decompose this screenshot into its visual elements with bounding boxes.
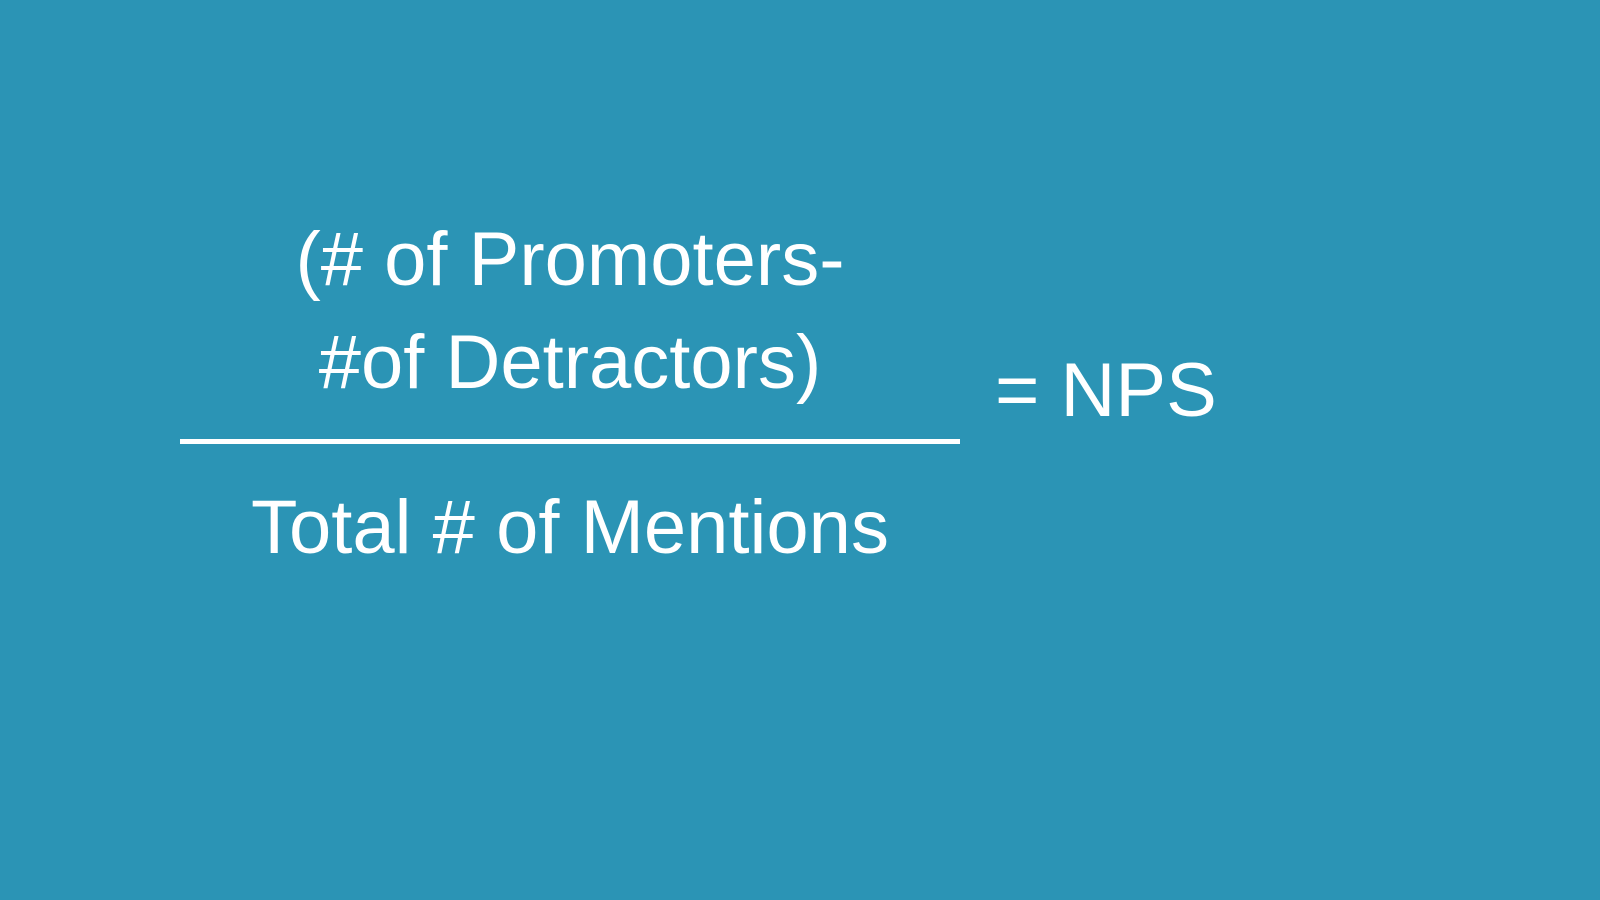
fraction-divider [180,439,960,444]
nps-formula: (# of Promoters- #of Detractors) Total #… [180,209,1217,571]
numerator: (# of Promoters- #of Detractors) [295,209,844,434]
numerator-line-1: (# of Promoters- [295,209,844,312]
numerator-line-2: #of Detractors) [295,312,844,415]
denominator: Total # of Mentions [251,449,889,571]
equals-result: = NPS [995,347,1217,434]
fraction: (# of Promoters- #of Detractors) Total #… [180,209,960,571]
